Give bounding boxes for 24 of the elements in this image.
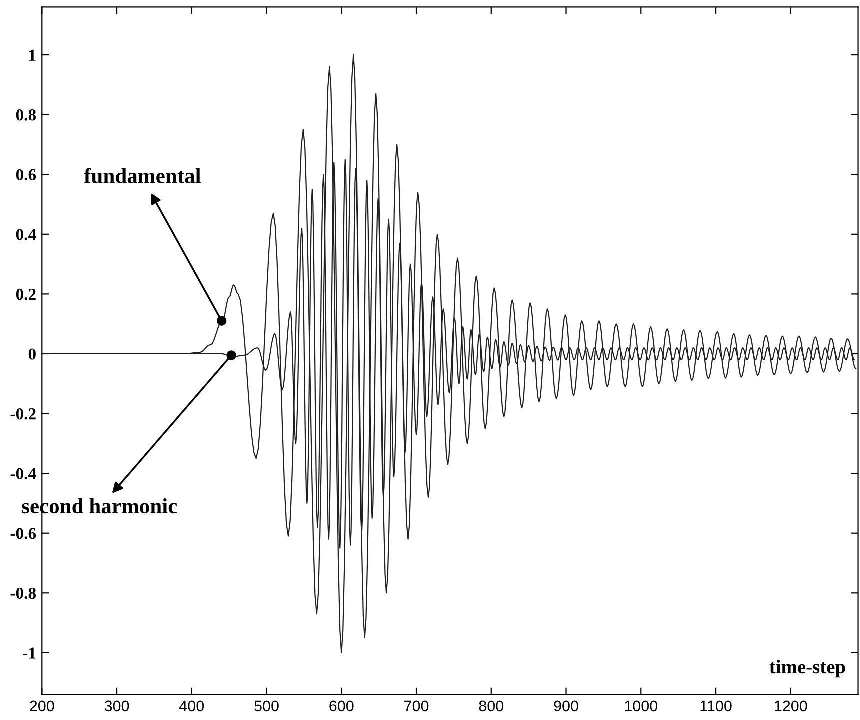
y-tick-label: -0.8	[10, 588, 36, 600]
x-tick-label: 600	[330, 700, 354, 712]
x-tick-label: 800	[479, 700, 504, 712]
annotation: fundamental	[84, 168, 201, 184]
x-tick-label: 1200	[775, 700, 808, 712]
y-tick-label: 0	[28, 348, 36, 360]
x-tick-label: 500	[254, 700, 279, 712]
x-tick-label: 700	[404, 700, 429, 712]
x-tick-label: 1100	[700, 700, 732, 712]
x-axis-title: time-step	[770, 660, 846, 678]
x-tick-label: 300	[104, 700, 130, 712]
y-tick-label: -0.6	[10, 528, 36, 540]
x-tick-label: 200	[30, 700, 54, 712]
y-tick-label: 1	[30, 50, 36, 61]
y-tick-label: 0.6	[16, 169, 36, 181]
x-tick-label: 1000	[625, 700, 658, 712]
x-tick-label: 400	[180, 700, 204, 712]
y-tick-label: -0.4	[10, 468, 36, 480]
x-tick-label: 900	[554, 700, 578, 712]
y-tick-label: 0.4	[16, 229, 36, 240]
y-tick-label: -0.2	[10, 408, 36, 420]
y-tick-label: -1	[23, 648, 36, 659]
y-tick-label: 0.8	[16, 110, 36, 121]
y-tick-label: 0.2	[16, 288, 36, 300]
